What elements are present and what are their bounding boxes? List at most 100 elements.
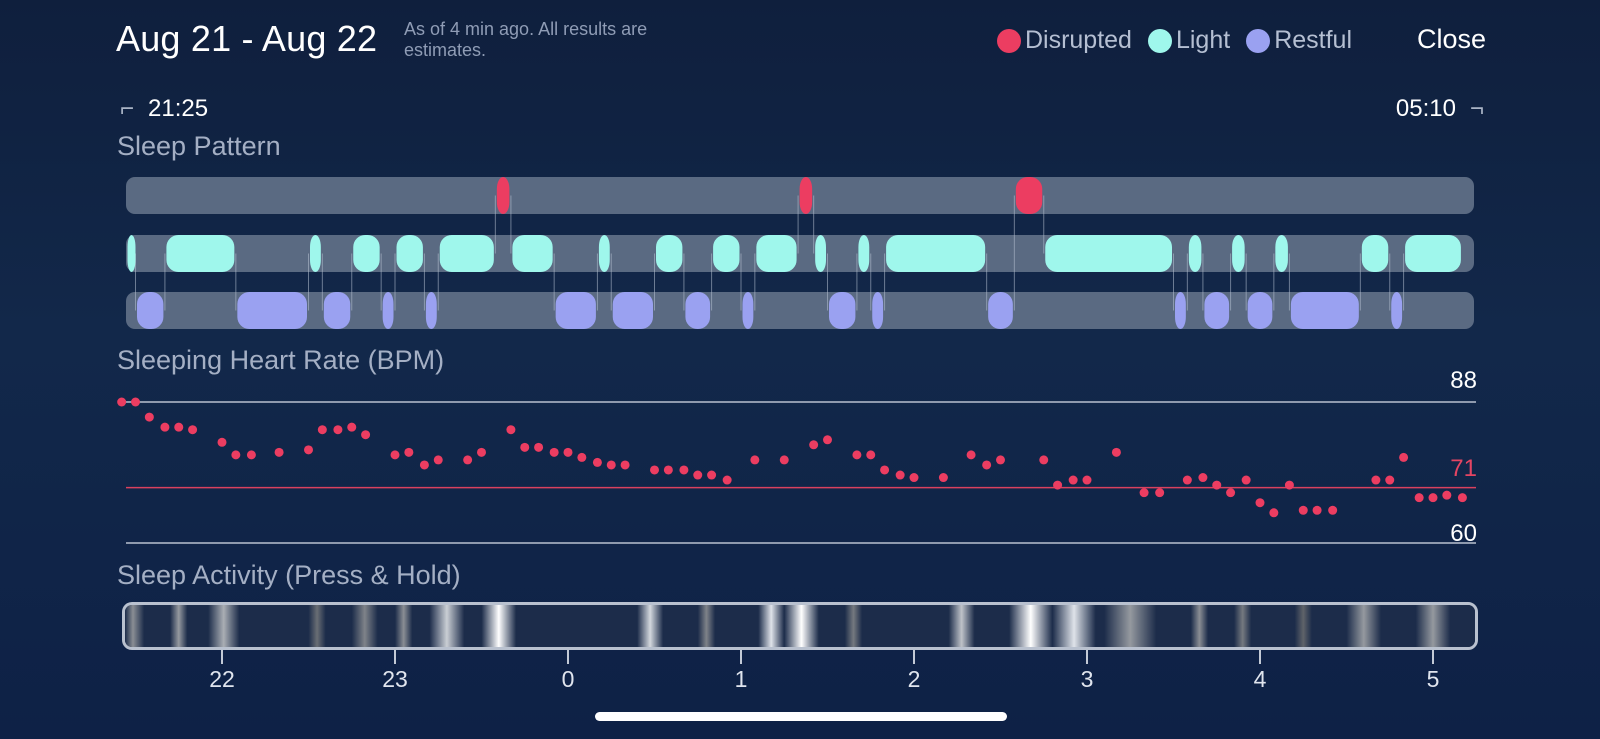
pattern-segment-disrupted xyxy=(496,177,510,214)
axis-tick xyxy=(221,650,223,664)
hr-point xyxy=(650,465,659,475)
legend-item-light: Light xyxy=(1147,26,1231,55)
pattern-segment-light xyxy=(1232,235,1245,272)
hr-point xyxy=(966,450,976,460)
hr-point xyxy=(1428,493,1438,503)
sleep-pattern-chart[interactable] xyxy=(0,170,1600,340)
hr-point xyxy=(1328,505,1338,515)
hr-avg-label: 71 xyxy=(1450,455,1477,482)
home-indicator[interactable] xyxy=(595,712,1007,721)
hr-point xyxy=(188,425,198,435)
start-time-label: 21:25 xyxy=(148,95,209,122)
hr-point xyxy=(1139,488,1149,498)
range-end-handle-icon: ¬ xyxy=(1469,95,1484,122)
hr-point xyxy=(707,470,717,480)
axis-tick xyxy=(394,650,396,664)
hr-point xyxy=(1457,493,1467,503)
legend-label-disrupted: Disrupted xyxy=(1024,26,1132,54)
hr-point xyxy=(144,412,154,422)
hr-point xyxy=(333,425,343,435)
legend-label-restful: Restful xyxy=(1274,26,1352,54)
disrupted-dot-icon xyxy=(996,28,1021,53)
hr-point xyxy=(1182,475,1192,485)
hr-point xyxy=(549,447,559,457)
hr-point xyxy=(117,397,127,407)
hr-point xyxy=(1212,480,1222,490)
hr-point xyxy=(1414,493,1424,503)
hr-point xyxy=(246,450,256,460)
range-start-handle-icon: ⌐ xyxy=(120,95,135,122)
pattern-segment-restful xyxy=(612,292,653,329)
hr-point xyxy=(520,442,530,452)
pattern-segment-restful xyxy=(425,292,437,329)
pattern-segment-light xyxy=(656,235,683,272)
hr-point xyxy=(390,450,400,460)
hr-point xyxy=(663,465,673,475)
time-range-start[interactable]: ⌐ 21:25 xyxy=(120,95,208,123)
pattern-segment-restful xyxy=(1204,292,1230,329)
axis-tick xyxy=(740,650,742,664)
heart-rate-title: Sleeping Heart Rate (BPM) xyxy=(117,345,445,375)
hr-point xyxy=(506,425,516,435)
hr-point xyxy=(317,425,327,435)
legend-label-light: Light xyxy=(1175,26,1231,54)
hr-point xyxy=(1298,505,1308,515)
axis-tick-label: 23 xyxy=(382,666,408,692)
pattern-segment-restful xyxy=(1247,292,1273,329)
hr-point xyxy=(750,455,760,465)
pattern-segment-restful xyxy=(685,292,711,329)
axis-tick-label: 22 xyxy=(209,666,235,692)
hr-point xyxy=(1198,473,1208,483)
pattern-track-light xyxy=(126,235,1474,272)
pattern-segment-light xyxy=(1361,235,1389,272)
axis-tick-label: 3 xyxy=(1080,666,1094,692)
hr-point xyxy=(909,473,919,483)
pattern-segment-light xyxy=(858,235,870,272)
pattern-segment-disrupted xyxy=(1015,177,1043,214)
axis-tick-label: 0 xyxy=(561,666,575,692)
pattern-segment-light xyxy=(310,235,321,272)
axis-tick xyxy=(1086,650,1088,664)
hr-point xyxy=(606,460,616,470)
legend-item-restful: Restful xyxy=(1246,26,1352,55)
hr-point xyxy=(938,473,948,483)
hr-point xyxy=(1111,447,1121,457)
pattern-segment-restful xyxy=(137,292,164,329)
pattern-segment-light xyxy=(815,235,826,272)
hr-point xyxy=(1284,480,1294,490)
hr-point xyxy=(866,450,876,460)
hr-point xyxy=(996,455,1005,465)
hr-point xyxy=(1155,488,1165,498)
pattern-segment-restful xyxy=(829,292,856,329)
hr-min-label: 60 xyxy=(1450,520,1477,547)
pattern-segment-restful xyxy=(988,292,1013,329)
hr-point xyxy=(809,440,819,450)
axis-tick-label: 2 xyxy=(907,666,921,692)
axis-tick-label: 1 xyxy=(734,666,748,692)
axis-tick xyxy=(567,650,569,664)
hr-point xyxy=(852,450,862,460)
hr-point xyxy=(419,460,429,470)
estimate-note: As of 4 min ago. All results are estimat… xyxy=(404,19,648,60)
pattern-segment-light xyxy=(439,235,494,272)
legend: Disrupted Light Restful xyxy=(996,26,1352,55)
hr-point xyxy=(1039,455,1049,465)
restful-dot-icon xyxy=(1246,28,1271,53)
hr-point xyxy=(347,422,357,432)
axis-tick-label: 5 xyxy=(1426,666,1440,692)
hr-point xyxy=(534,442,544,452)
time-range-end[interactable]: 05:10 ¬ xyxy=(1396,95,1484,123)
hr-point xyxy=(620,460,630,470)
hr-point xyxy=(404,447,414,457)
pattern-segment-restful xyxy=(237,292,307,329)
hr-point xyxy=(1399,452,1409,462)
axis-tick-label: 4 xyxy=(1253,666,1267,692)
sleep-activity-bar[interactable] xyxy=(122,602,1478,650)
close-button[interactable]: Close xyxy=(1416,24,1486,54)
hr-point xyxy=(304,445,313,455)
pattern-segment-restful xyxy=(1175,292,1186,329)
activity-intensity-strip xyxy=(125,605,1475,647)
hr-point xyxy=(1082,475,1092,485)
hr-point xyxy=(982,460,992,470)
